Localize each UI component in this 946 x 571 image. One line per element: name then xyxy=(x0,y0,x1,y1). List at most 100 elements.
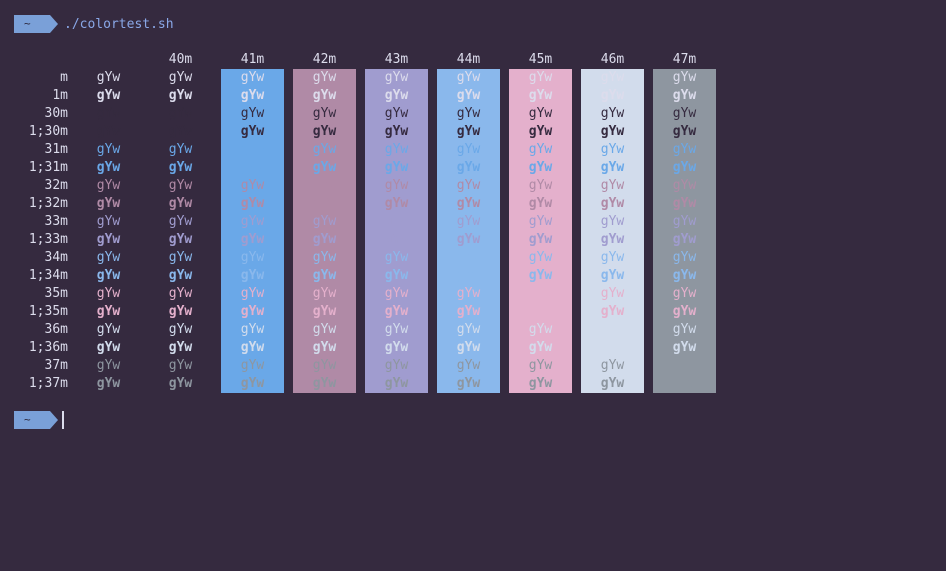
sample-cell: gYw xyxy=(240,178,265,193)
sample-cell: gYw xyxy=(240,304,265,319)
sample-cell: gYw xyxy=(456,340,481,355)
sample-cell: gYw xyxy=(240,88,265,103)
sample-cell: gYw xyxy=(96,196,121,211)
sample-cell: gYw xyxy=(528,214,553,229)
row-label: 1;35m xyxy=(28,304,68,319)
sample-cell: gYw xyxy=(384,376,409,391)
sample-cell: gYw xyxy=(456,376,481,391)
sample-cell: gYw xyxy=(672,340,697,355)
sample-cell: gYw xyxy=(96,250,121,265)
sample-cell: gYw xyxy=(168,250,193,265)
bg-column-46m xyxy=(581,69,644,393)
sample-cell: gYw xyxy=(528,160,553,175)
row-label: 1;34m xyxy=(28,268,68,283)
row-label: 34m xyxy=(44,250,68,265)
sample-cell: gYw xyxy=(600,268,625,283)
row-label: 33m xyxy=(44,214,68,229)
sample-cell: gYw xyxy=(96,286,121,301)
row-label: 35m xyxy=(44,286,68,301)
sample-cell: gYw xyxy=(240,142,265,157)
sample-cell: gYw xyxy=(600,250,625,265)
bg-column-47m xyxy=(653,69,716,393)
row-label: 30m xyxy=(44,106,68,121)
sample-cell: gYw xyxy=(600,124,625,139)
sample-cell: gYw xyxy=(312,142,337,157)
sample-cell: gYw xyxy=(312,106,337,121)
sample-cell: gYw xyxy=(168,88,193,103)
second-prompt-line[interactable]: ~ xyxy=(14,411,64,429)
bg-column-44m xyxy=(437,69,500,393)
sample-cell: gYw xyxy=(528,106,553,121)
prompt-dir-badge: ~ xyxy=(14,411,58,429)
sample-cell: gYw xyxy=(384,322,409,337)
sample-cell: gYw xyxy=(168,214,193,229)
sample-cell: gYw xyxy=(672,196,697,211)
prompt-dir: ~ xyxy=(24,17,31,30)
column-header-43m: 43m xyxy=(384,52,409,67)
sample-cell: gYw xyxy=(528,124,553,139)
sample-cell: gYw xyxy=(168,340,193,355)
sample-cell: gYw xyxy=(600,358,625,373)
bg-column-42m xyxy=(293,69,356,393)
sample-cell: gYw xyxy=(456,196,481,211)
sample-cell: gYw xyxy=(672,124,697,139)
command-text: ./colortest.sh xyxy=(64,16,174,32)
row-label: 1;36m xyxy=(28,340,68,355)
sample-cell: gYw xyxy=(168,160,193,175)
sample-cell: gYw xyxy=(96,304,121,319)
text-cursor[interactable] xyxy=(62,411,64,429)
sample-cell: gYw xyxy=(312,124,337,139)
sample-cell: gYw xyxy=(456,88,481,103)
sample-cell: gYw xyxy=(168,196,193,211)
sample-cell: gYw xyxy=(456,322,481,337)
sample-cell: gYw xyxy=(456,286,481,301)
sample-cell: gYw xyxy=(456,250,481,265)
sample-cell: gYw xyxy=(312,214,337,229)
sample-cell: gYw xyxy=(168,322,193,337)
sample-cell: gYw xyxy=(96,268,121,283)
sample-cell: gYw xyxy=(384,196,409,211)
column-header-44m: 44m xyxy=(456,52,481,67)
prompt-dir: ~ xyxy=(24,413,31,426)
sample-cell: gYw xyxy=(600,340,625,355)
sample-cell: gYw xyxy=(240,214,265,229)
sample-cell: gYw xyxy=(528,250,553,265)
column-header-46m: 46m xyxy=(600,52,625,67)
sample-cell: gYw xyxy=(672,88,697,103)
sample-cell: gYw xyxy=(384,304,409,319)
sample-cell: gYw xyxy=(96,88,121,103)
sample-cell: gYw xyxy=(384,106,409,121)
row-label: 31m xyxy=(44,142,68,157)
sample-cell: gYw xyxy=(672,214,697,229)
sample-cell: gYw xyxy=(312,160,337,175)
sample-cell: gYw xyxy=(168,178,193,193)
sample-cell: gYw xyxy=(240,124,265,139)
column-header-47m: 47m xyxy=(672,52,697,67)
sample-cell: gYw xyxy=(528,178,553,193)
sample-cell: gYw xyxy=(672,70,697,85)
sample-cell: gYw xyxy=(240,232,265,247)
sample-cell: gYw xyxy=(96,160,121,175)
sample-cell: gYw xyxy=(168,376,193,391)
sample-cell: gYw xyxy=(312,376,337,391)
sample-cell: gYw xyxy=(384,214,409,229)
row-label: m xyxy=(60,70,68,85)
column-header-42m: 42m xyxy=(312,52,337,67)
sample-cell: gYw xyxy=(600,88,625,103)
sample-cell: gYw xyxy=(600,106,625,121)
row-label: 1m xyxy=(52,88,68,103)
sample-cell: gYw xyxy=(312,70,337,85)
bg-column-43m xyxy=(365,69,428,393)
sample-cell: gYw xyxy=(672,160,697,175)
sample-cell: gYw xyxy=(456,232,481,247)
sample-cell: gYw xyxy=(384,232,409,247)
sample-cell: gYw xyxy=(600,214,625,229)
sample-cell: gYw xyxy=(384,124,409,139)
sample-cell: gYw xyxy=(456,268,481,283)
row-label: 32m xyxy=(44,178,68,193)
sample-cell: gYw xyxy=(96,214,121,229)
sample-cell: gYw xyxy=(240,160,265,175)
sample-cell: gYw xyxy=(240,250,265,265)
sample-cell: gYw xyxy=(528,88,553,103)
sample-cell: gYw xyxy=(96,322,121,337)
